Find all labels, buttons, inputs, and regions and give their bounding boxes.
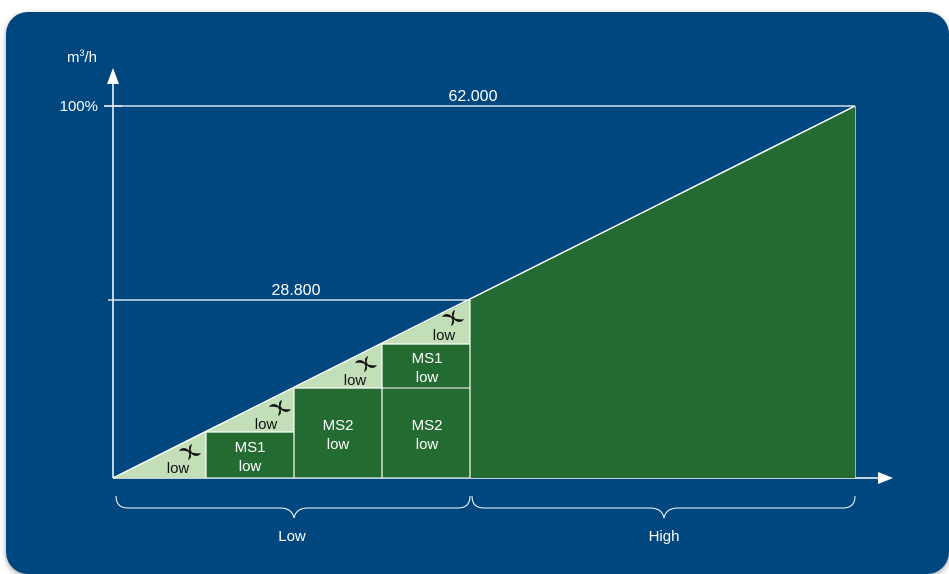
- capacity-diagonal: [112, 105, 856, 479]
- dark-blocks: [205, 343, 471, 479]
- y-axis-arrow: [107, 68, 119, 84]
- top-level-value: 62.000: [449, 88, 498, 105]
- range-braces: [115, 495, 856, 519]
- c4-top-label: low: [433, 327, 456, 344]
- light-triangle-4: [382, 300, 470, 344]
- c3-bottom-line2: low: [327, 436, 350, 453]
- c2-top-label: low: [255, 416, 278, 433]
- c3-top-label: low: [344, 372, 367, 389]
- block-c4-ms2: [381, 387, 471, 479]
- low-brace: [115, 495, 471, 519]
- high-brace: [471, 495, 856, 519]
- c4-bottom-line2: low: [416, 436, 439, 453]
- c4-bottom-line1: MS2: [412, 417, 443, 434]
- low-range-label: Low: [278, 528, 306, 545]
- mid-level-value: 28.800: [272, 282, 321, 299]
- high-region: [470, 106, 855, 478]
- y-max-label: 100%: [60, 98, 98, 115]
- c2-bottom-line2: low: [239, 458, 262, 475]
- x-axis-arrow: [878, 472, 893, 484]
- c1-top-label: low: [167, 460, 190, 477]
- y-unit-label: m3/h: [67, 48, 97, 66]
- c4-mid-line1: MS1: [412, 350, 443, 367]
- c4-mid-line2: low: [416, 369, 439, 386]
- high-range-label: High: [649, 528, 680, 545]
- c2-bottom-line1: MS1: [235, 439, 266, 456]
- c3-bottom-line1: MS2: [323, 417, 354, 434]
- staircase-lines: [205, 300, 471, 478]
